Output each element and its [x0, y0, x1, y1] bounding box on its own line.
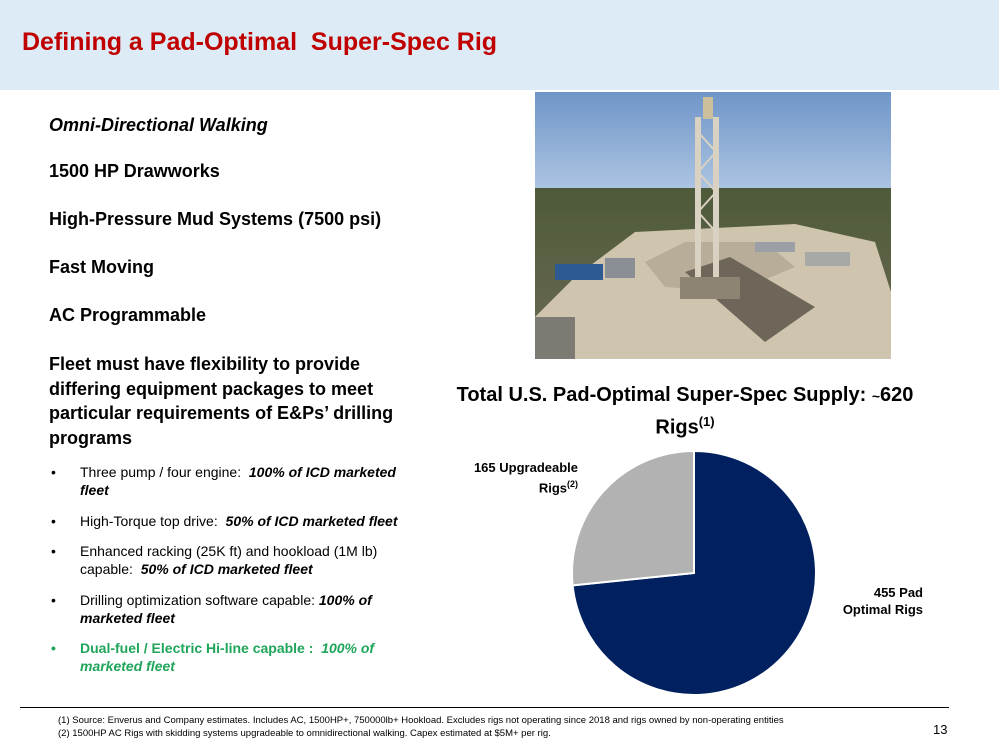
bullet-item: Enhanced racking (25K ft) and hookload (…	[49, 542, 419, 578]
chart-title: Total U.S. Pad-Optimal Super-Spec Supply…	[420, 383, 950, 441]
bullet-emphasis: 100% of marketed fleet	[80, 591, 372, 626]
page-number: 13	[933, 722, 948, 737]
chart-title-unit: Rigs	[655, 416, 699, 439]
drilling-rig-photo	[535, 92, 891, 359]
pie-label-pad-optimal: 455 Pad Optimal Rigs	[820, 584, 923, 618]
feature-mud-systems: High-Pressure Mud Systems (7500 psi)	[49, 209, 382, 229]
footnote-1: (1) Source: Enverus and Company estimate…	[58, 715, 784, 726]
pie-label-footnote-ref: (2)	[567, 479, 578, 489]
footnotes: (1) Source: Enverus and Company estimate…	[58, 714, 784, 740]
bullet-text: Dual-fuel / Electric Hi-line capable :	[80, 640, 314, 656]
feature-fast-moving: Fast Moving	[49, 257, 155, 277]
footer-divider	[20, 707, 949, 708]
pie-label-line1: 455 Pad	[873, 585, 923, 600]
bullet-emphasis: 50% of ICD marketed fleet	[140, 561, 313, 577]
pie-chart	[571, 449, 817, 696]
bullet-item: High-Torque top drive: 50% of ICD market…	[49, 512, 419, 530]
bullet-item: Three pump / four engine: 100% of ICD ma…	[49, 463, 419, 499]
pie-label-line2: Rigs	[538, 480, 567, 496]
bullet-list: Three pump / four engine: 100% of ICD ma…	[49, 463, 419, 688]
pie-label-line2: Optimal Rigs	[842, 602, 923, 617]
feature-drawworks: 1500 HP Drawworks	[49, 161, 220, 181]
chart-title-count: 620	[880, 384, 914, 406]
bullet-item: Drilling optimization software capable: …	[49, 591, 419, 627]
feature-ac-programmable: AC Programmable	[49, 305, 207, 325]
bullet-text: Drilling optimization software capable:	[80, 591, 315, 608]
pie-label-line1: 165 Upgradeable	[473, 460, 578, 475]
chart-title-text: Total U.S. Pad-Optimal Super-Spec Supply…	[456, 384, 867, 406]
bullet-text: Three pump / four engine:	[80, 464, 242, 480]
chart-title-footnote-ref: (1)	[698, 414, 715, 429]
bullet-emphasis: 100% of marketed fleet	[80, 640, 375, 674]
bullet-text: High-Torque top drive:	[80, 512, 218, 529]
feature-walking: Omni-Directional Walking	[49, 115, 268, 135]
chart-title-approx: ~	[871, 388, 881, 404]
bullet-text: Enhanced racking (25K ft) and hookload (…	[80, 543, 378, 577]
pie-label-upgradeable: 165 Upgradeable Rigs(2)	[455, 459, 578, 496]
footnote-2: (2) 1500HP AC Rigs with skidding systems…	[58, 728, 551, 739]
bullet-emphasis: 50% of ICD marketed fleet	[225, 512, 398, 529]
slide-title: Defining a Pad-Optimal Super-Spec Rig	[22, 28, 498, 56]
bullet-item-highlight: Dual-fuel / Electric Hi-line capable : 1…	[49, 639, 419, 675]
pie-slice-upgradeable	[571, 449, 695, 587]
bullet-emphasis: 100% of ICD marketed fleet	[80, 464, 396, 498]
header-band	[0, 0, 999, 90]
fleet-statement: Fleet must have flexibility to provide d…	[49, 354, 394, 448]
